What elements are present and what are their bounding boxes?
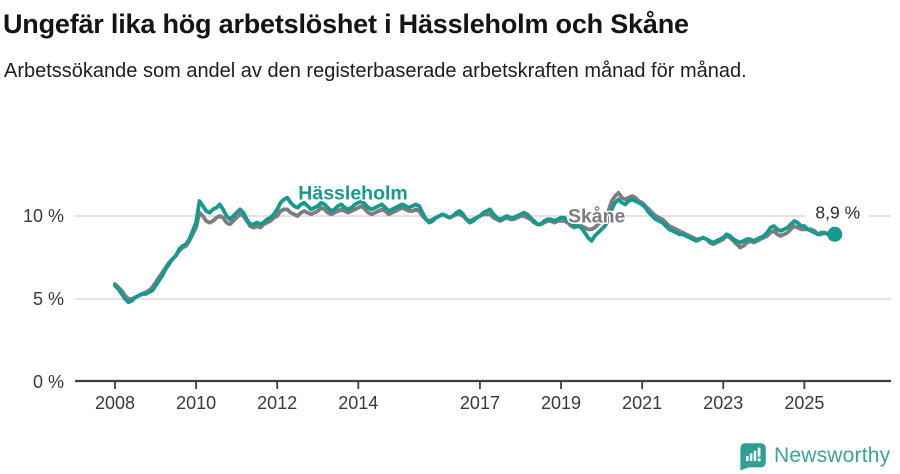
bar-chart-speech-bubble-icon bbox=[740, 442, 766, 471]
series-label-skåne: Skåne bbox=[568, 204, 626, 227]
end-label-background bbox=[804, 202, 869, 223]
x-tick-label: 2021 bbox=[622, 393, 662, 413]
y-tick-label: 5 % bbox=[33, 289, 64, 309]
newsworthy-logo: Newsworthy bbox=[738, 441, 890, 471]
chart-title: Ungefär lika hög arbetslöshet i Hässleho… bbox=[3, 9, 689, 39]
y-tick-label: 10 % bbox=[23, 206, 64, 226]
chart-subtitle: Arbetssökande som andel av den registerb… bbox=[4, 60, 747, 83]
series-label-hässleholm: Hässleholm bbox=[298, 182, 407, 204]
series-line-hässleholm bbox=[113, 195, 837, 305]
x-tick-label: 2014 bbox=[338, 393, 378, 413]
latest-value-dot bbox=[827, 226, 843, 242]
brand-name: Newsworthy bbox=[774, 444, 891, 467]
x-tick-label: 2010 bbox=[176, 393, 216, 413]
x-tick-label: 2008 bbox=[95, 393, 135, 413]
x-tick-label: 2025 bbox=[784, 393, 824, 413]
x-tick-label: 2023 bbox=[703, 393, 743, 413]
latest-value-label: 8,9 % bbox=[815, 202, 860, 222]
x-tick-label: 2019 bbox=[541, 393, 581, 413]
y-tick-label: 0 % bbox=[33, 372, 64, 392]
chart-header: Ungefär lika hög arbetslöshet i Hässleho… bbox=[0, 0, 883, 86]
x-tick-label: 2012 bbox=[257, 393, 297, 413]
x-tick-label: 2017 bbox=[460, 393, 500, 413]
